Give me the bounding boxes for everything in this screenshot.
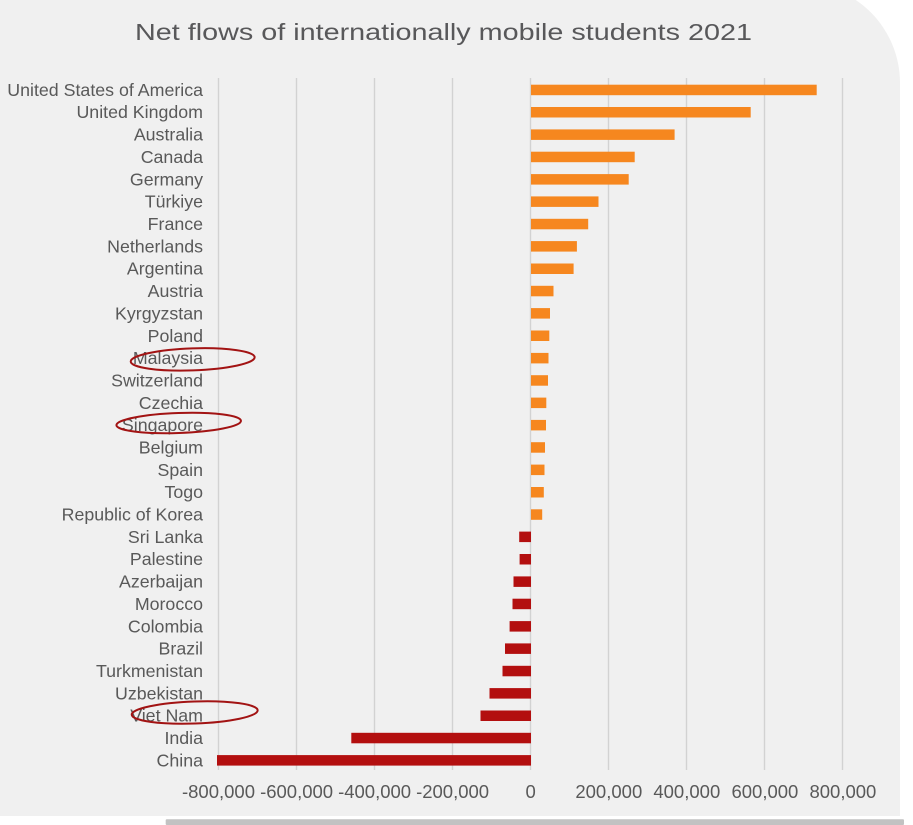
svg-text:Uzbekistan: Uzbekistan bbox=[115, 683, 203, 703]
svg-text:-200,000: -200,000 bbox=[416, 781, 489, 802]
svg-text:Sri Lanka: Sri Lanka bbox=[128, 527, 203, 547]
svg-text:India: India bbox=[164, 728, 203, 748]
svg-text:Togo: Togo bbox=[164, 482, 203, 502]
svg-text:Colombia: Colombia bbox=[128, 616, 203, 636]
svg-text:Canada: Canada bbox=[141, 147, 203, 167]
svg-text:0: 0 bbox=[526, 781, 536, 802]
svg-text:Netherlands: Netherlands bbox=[107, 236, 203, 256]
svg-text:Czechia: Czechia bbox=[139, 393, 203, 413]
svg-text:400,000: 400,000 bbox=[653, 781, 720, 802]
svg-text:Austria: Austria bbox=[148, 281, 203, 301]
svg-text:United States of America: United States of America bbox=[7, 80, 203, 100]
svg-text:Morocco: Morocco bbox=[135, 594, 203, 614]
svg-text:Belgium: Belgium bbox=[139, 438, 203, 458]
svg-text:-800,000: -800,000 bbox=[182, 781, 255, 802]
svg-text:Spain: Spain bbox=[158, 460, 203, 480]
svg-text:Palestine: Palestine bbox=[130, 549, 203, 569]
svg-text:200,000: 200,000 bbox=[575, 781, 642, 802]
svg-text:China: China bbox=[157, 750, 204, 770]
svg-text:-600,000: -600,000 bbox=[260, 781, 333, 802]
svg-text:Turkmenistan: Turkmenistan bbox=[96, 661, 203, 681]
svg-text:Republic of Korea: Republic of Korea bbox=[62, 505, 203, 525]
svg-text:Germany: Germany bbox=[130, 169, 203, 189]
svg-text:Brazil: Brazil bbox=[159, 639, 203, 659]
svg-text:800,000: 800,000 bbox=[809, 781, 876, 802]
svg-text:Australia: Australia bbox=[134, 125, 203, 145]
svg-text:Singapore: Singapore bbox=[122, 415, 203, 435]
svg-text:Kyrgyzstan: Kyrgyzstan bbox=[115, 303, 203, 323]
svg-text:France: France bbox=[148, 214, 203, 234]
svg-text:Switzerland: Switzerland bbox=[111, 371, 203, 391]
svg-text:Azerbaijan: Azerbaijan bbox=[119, 572, 203, 592]
svg-text:Net flows of internationally m: Net flows of internationally mobile stud… bbox=[135, 19, 752, 45]
svg-text:Poland: Poland bbox=[148, 326, 203, 346]
svg-text:United Kingdom: United Kingdom bbox=[76, 102, 203, 122]
svg-text:600,000: 600,000 bbox=[731, 781, 798, 802]
svg-text:-400,000: -400,000 bbox=[338, 781, 411, 802]
svg-text:Argentina: Argentina bbox=[127, 259, 203, 279]
svg-text:Türkiye: Türkiye bbox=[145, 192, 203, 212]
